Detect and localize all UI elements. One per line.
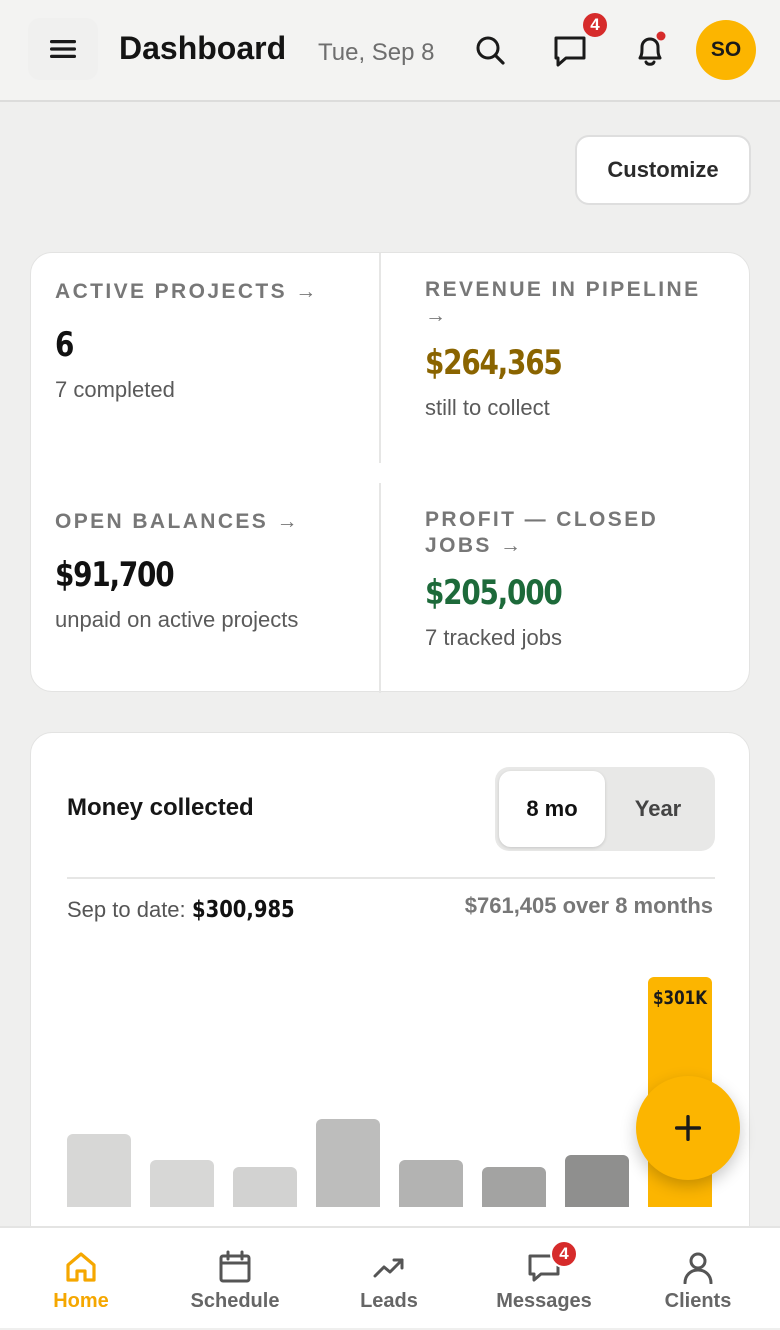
app-header: Dashboard Tue, Sep 8 4 SO — [0, 0, 780, 102]
stat-label: REVENUE IN PIPELINE → — [425, 278, 701, 327]
search-icon — [476, 36, 505, 65]
divider — [379, 253, 381, 463]
to-date-label: Sep to date: — [67, 897, 186, 922]
range-option-8mo[interactable]: 8 mo — [499, 771, 605, 847]
stat-open-balances[interactable]: OPEN BALANCES → $91,700 unpaid on active… — [55, 509, 375, 633]
nav-item-clients[interactable]: Clients — [620, 1228, 776, 1330]
chart-bar-value-label: $301K — [652, 987, 708, 1009]
menu-button[interactable] — [28, 18, 98, 80]
stat-profit-closed-jobs[interactable]: PROFIT — CLOSED JOBS → $205,000 7 tracke… — [425, 507, 725, 651]
stats-card: ACTIVE PROJECTS → 6 7 completed REVENUE … — [30, 252, 750, 693]
money-collected-card: Money collected 8 mo Year Sep to date: $… — [30, 732, 750, 1252]
nav-item-home[interactable]: Home — [3, 1228, 159, 1330]
divider — [379, 483, 381, 693]
chart-title: Money collected — [67, 794, 254, 821]
nav-item-schedule[interactable]: Schedule — [157, 1228, 313, 1330]
stat-active-projects[interactable]: ACTIVE PROJECTS → 6 7 completed — [55, 279, 355, 403]
messages-button[interactable] — [550, 28, 590, 72]
nav-label: Schedule — [190, 1290, 280, 1312]
nav-label: Home — [53, 1290, 109, 1312]
nav-item-messages[interactable]: 4 Messages — [466, 1228, 622, 1330]
stat-subtext: still to collect — [425, 395, 550, 420]
bottom-navigation: Home Schedule Leads 4 Message — [0, 1226, 780, 1328]
nav-label: Leads — [360, 1290, 418, 1312]
search-button[interactable] — [470, 28, 510, 72]
add-button[interactable] — [636, 1076, 740, 1180]
month-to-date: Sep to date: $300,985 — [67, 897, 313, 923]
nav-item-leads[interactable]: Leads — [311, 1228, 467, 1330]
current-date: Tue, Sep 8 — [318, 39, 435, 66]
trend-up-icon — [371, 1250, 407, 1284]
stat-label: PROFIT — CLOSED JOBS → — [425, 508, 659, 557]
chart-bar — [233, 1167, 297, 1207]
hamburger-menu-icon — [50, 40, 76, 58]
plus-icon — [675, 1115, 701, 1141]
stat-label: ACTIVE PROJECTS → — [55, 280, 319, 303]
stat-label: OPEN BALANCES → — [55, 510, 300, 533]
nav-label: Messages — [496, 1290, 592, 1312]
to-date-value: $300,985 — [191, 897, 295, 923]
home-icon — [63, 1250, 99, 1284]
notifications-button[interactable] — [630, 28, 670, 72]
person-icon — [680, 1250, 716, 1285]
period-total: $761,405 over 8 months — [464, 893, 713, 918]
stat-subtext: 7 completed — [55, 377, 175, 402]
chart-bar — [399, 1160, 463, 1207]
chat-icon: 4 — [526, 1240, 578, 1284]
stat-subtext: 7 tracked jobs — [425, 625, 562, 650]
chart-bar — [150, 1160, 214, 1207]
stat-value: $205,000 — [425, 573, 563, 613]
customize-button[interactable]: Customize — [575, 135, 751, 205]
stat-revenue-pipeline[interactable]: REVENUE IN PIPELINE → $264,365 still to … — [425, 277, 725, 421]
divider — [67, 877, 715, 879]
stat-value: $264,365 — [425, 343, 563, 383]
stat-value: 6 — [55, 325, 74, 365]
stat-value: $91,700 — [55, 555, 175, 595]
chat-icon — [554, 36, 586, 67]
messages-badge: 4 — [550, 1240, 578, 1268]
chart-bar — [482, 1167, 546, 1207]
user-avatar[interactable]: SO — [696, 20, 756, 80]
chart-bar — [67, 1134, 131, 1207]
range-option-year[interactable]: Year — [634, 796, 682, 821]
chart-bar — [316, 1119, 380, 1207]
chart-bar — [565, 1155, 629, 1207]
stat-subtext: unpaid on active projects — [55, 607, 299, 632]
nav-label: Clients — [664, 1290, 732, 1312]
range-toggle: 8 mo Year — [495, 767, 715, 851]
calendar-icon — [217, 1250, 253, 1284]
messages-badge: 4 — [581, 11, 609, 39]
page-title: Dashboard — [119, 30, 287, 66]
bell-icon — [638, 31, 666, 66]
